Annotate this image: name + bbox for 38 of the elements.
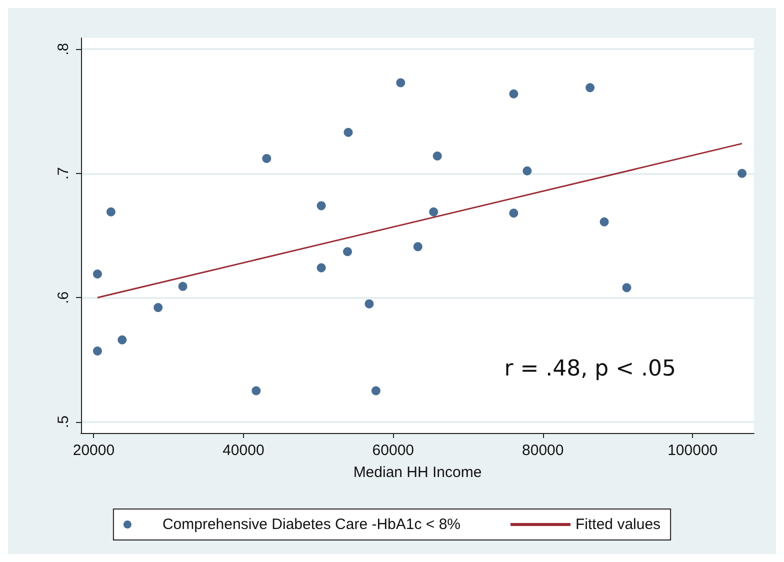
x-tick-label: 60000 <box>372 442 414 459</box>
point <box>106 207 116 216</box>
point <box>154 303 163 312</box>
point <box>344 128 353 137</box>
point <box>413 242 422 252</box>
point <box>396 78 406 88</box>
y-tick-label: .6 <box>55 291 72 304</box>
point <box>738 168 747 178</box>
point <box>343 247 352 256</box>
point <box>432 152 442 160</box>
x-tick-label: 20000 <box>72 442 115 459</box>
x-tick-label: 80000 <box>522 442 564 459</box>
x-axis-title: Median HH Income <box>353 464 482 481</box>
point <box>429 207 438 216</box>
point <box>622 283 632 292</box>
point <box>316 201 326 210</box>
point <box>92 270 102 279</box>
point <box>522 166 532 176</box>
point <box>364 299 374 308</box>
y-tick-label: .5 <box>55 416 72 428</box>
y-tick-label: .7 <box>55 167 72 180</box>
point <box>262 154 272 163</box>
point <box>316 263 326 272</box>
point <box>178 282 188 291</box>
point <box>586 83 595 92</box>
annotation: r = .48, p < .05 <box>504 356 676 382</box>
point <box>371 386 380 396</box>
legend-label: Fitted values <box>576 516 661 533</box>
point <box>118 335 127 344</box>
y-tick-label: .8 <box>55 42 72 56</box>
point <box>509 208 518 218</box>
x-tick-label: 100000 <box>668 442 718 459</box>
point <box>509 89 518 98</box>
legend-label: Comprehensive Diabetes Care -HbA1c < 8% <box>162 516 461 533</box>
point <box>92 346 102 356</box>
point <box>252 386 261 396</box>
x-tick-label: 40000 <box>222 442 264 459</box>
point <box>600 217 609 226</box>
